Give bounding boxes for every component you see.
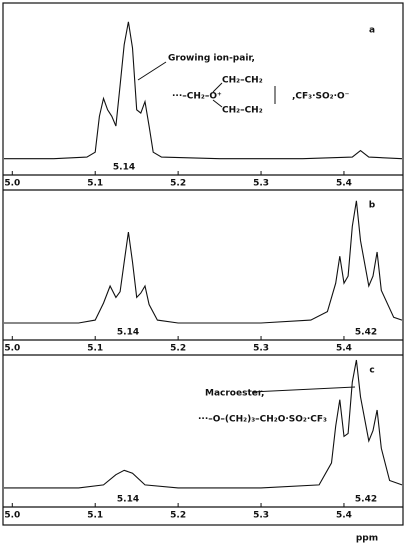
annotation: ···–CH₂–O⁺ xyxy=(172,92,222,102)
annotation: 5.42 xyxy=(355,328,377,338)
annotation: Macroester, xyxy=(205,389,264,399)
annotation: ,CF₃·SO₂·O⁻ xyxy=(292,92,350,102)
x-tick-label: 5.3 xyxy=(253,511,269,521)
annotation: 5.14 xyxy=(117,495,139,505)
x-tick-label: 5.4 xyxy=(336,179,352,189)
spectrum xyxy=(4,200,403,324)
annotation: 5.42 xyxy=(355,495,377,505)
bond xyxy=(212,82,223,93)
x-tick-label: 5.2 xyxy=(170,179,186,189)
panel-label: a xyxy=(369,26,375,36)
annotation: 5.14 xyxy=(117,328,139,338)
frame xyxy=(2,2,404,526)
panel-label: c xyxy=(369,366,374,376)
x-tick-label: 5.0 xyxy=(4,511,20,521)
annotation: 5.14 xyxy=(113,163,135,173)
spectrum xyxy=(4,21,403,160)
annotation: CH₂–CH₂ xyxy=(222,76,263,86)
x-tick-label: 5.4 xyxy=(336,344,352,354)
x-tick-label: 5.2 xyxy=(170,344,186,354)
x-tick-label: 5.1 xyxy=(87,344,103,354)
x-tick-label: 5.3 xyxy=(253,344,269,354)
x-tick-label: 5.0 xyxy=(4,179,20,189)
pointer xyxy=(251,386,356,393)
panel-label: b xyxy=(369,201,376,211)
spectrum xyxy=(4,359,403,489)
annotation: Growing ion-pair, xyxy=(168,54,255,64)
annotation: CH₂–CH₂ xyxy=(222,106,263,116)
x-tick-label: 5.0 xyxy=(4,344,20,354)
bond xyxy=(212,99,223,108)
x-tick-label: 5.4 xyxy=(336,511,352,521)
x-tick-label: 5.1 xyxy=(87,179,103,189)
pointer xyxy=(137,61,167,81)
x-tick-label: 5.1 xyxy=(87,511,103,521)
x-tick-label: 5.3 xyxy=(253,179,269,189)
x-tick-label: 5.2 xyxy=(170,511,186,521)
annotation: ···–O–(CH₂)₃–CH₂O·SO₂·CF₃ xyxy=(198,415,327,425)
x-axis-label: ppm xyxy=(356,534,378,544)
